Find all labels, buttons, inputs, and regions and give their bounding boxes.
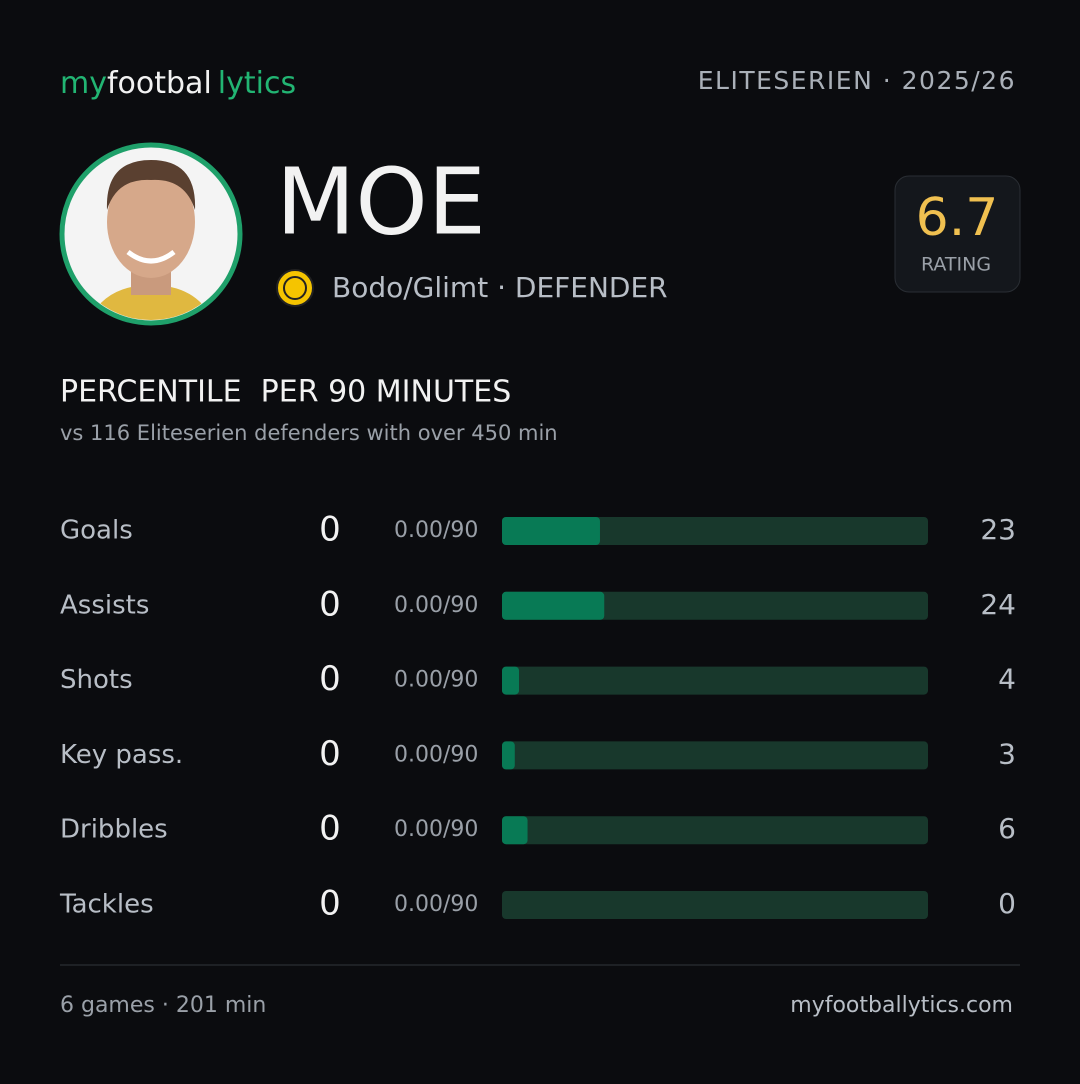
row-percentile: 3 [998, 737, 1016, 770]
row-count: 0 [319, 734, 341, 774]
row-label: Shots [60, 665, 133, 695]
row-count: 0 [319, 809, 341, 849]
row-label: Dribbles [60, 815, 168, 845]
player-name: MOE [276, 148, 486, 255]
row-percentile: 0 [998, 887, 1016, 920]
row-count: 0 [319, 884, 341, 924]
row-label: Goals [60, 516, 133, 546]
bar-track [502, 591, 928, 620]
bar-fill [502, 517, 600, 545]
rating: 6.7 [916, 188, 999, 248]
bar-track [502, 891, 928, 919]
row-percentile: 6 [998, 812, 1016, 845]
row-per90: 0.00/90 [394, 742, 478, 767]
row-per90: 0.00/90 [394, 518, 478, 543]
brand-lytics: lytics [218, 66, 296, 101]
row-percentile: 4 [998, 663, 1016, 696]
row-per90: 0.00/90 [394, 817, 478, 842]
bar-track [502, 816, 928, 845]
row-per90: 0.00/90 [394, 892, 478, 917]
row-per90: 0.00/90 [394, 593, 478, 618]
section-title: PERCENTILE PER 90 MINUTES [60, 375, 511, 410]
row-percentile: 23 [980, 513, 1016, 546]
club-line: Bodo/Glimt · DEFENDER [332, 271, 668, 304]
bar-fill [502, 666, 520, 695]
row-label: Tackles [59, 890, 154, 920]
bar-track [502, 666, 928, 695]
rows: Goals 0 0.00/90 23 Assists 0 0.00/90 24 Shots 0 0.… [59, 510, 1016, 924]
row-count: 0 [319, 659, 341, 699]
rating-label: RATING [921, 254, 991, 276]
brand-my: my [60, 66, 107, 101]
row-per90: 0.00/90 [394, 668, 478, 693]
section-subtitle: vs 116 Eliteserien defenders with over 4… [60, 421, 558, 445]
row-count: 0 [319, 584, 341, 624]
row-count: 0 [319, 510, 341, 550]
rating-box [894, 175, 1021, 293]
footer-games: 6 games · 201 min [60, 993, 266, 1018]
row-label: Assists [60, 590, 149, 620]
player-photo [59, 142, 243, 326]
brand: myfootbal lytics [60, 66, 296, 101]
footer-site: myfootballytics.com [790, 993, 1013, 1018]
row-percentile: 24 [980, 588, 1016, 621]
brand-football: footbal [107, 66, 212, 101]
row-label: Key pass. [60, 740, 183, 770]
bar-fill [502, 816, 528, 845]
bar-track [502, 517, 928, 545]
bar-fill [502, 741, 515, 770]
club-badge [276, 269, 314, 307]
bar-track [502, 741, 928, 770]
league: ELITESERIEN · 2025/26 [698, 66, 1016, 95]
bar-fill [502, 591, 605, 620]
